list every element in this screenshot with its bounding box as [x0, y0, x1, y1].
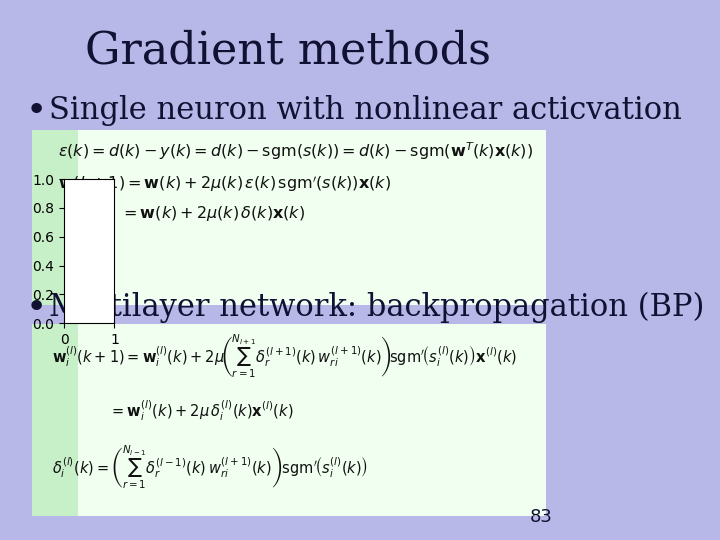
FancyBboxPatch shape	[32, 324, 78, 516]
Text: Single neuron with nonlinear acticvation: Single neuron with nonlinear acticvation	[49, 95, 682, 126]
Text: $\quad\quad\quad\quad = \mathbf{w}_i^{(l)}(k) + 2\mu\,\delta_i^{(l)}(k)\mathbf{x: $\quad\quad\quad\quad = \mathbf{w}_i^{(l…	[52, 398, 293, 423]
Text: •: •	[26, 291, 47, 325]
Text: Gradient methods: Gradient methods	[84, 30, 490, 73]
Text: $\delta_i^{(l)}(k) = \left(\sum_{r=1}^{N_{l-1}} \delta_r^{(l-1)}(k)\,w_{ri}^{(l+: $\delta_i^{(l)}(k) = \left(\sum_{r=1}^{N…	[52, 443, 368, 491]
FancyBboxPatch shape	[32, 324, 546, 516]
Text: $\mathbf{w}(k+1) = \mathbf{w}(k) + 2\mu(k)\,\varepsilon(k)\,\mathrm{sgm}'(s(k))\: $\mathbf{w}(k+1) = \mathbf{w}(k) + 2\mu(…	[58, 173, 390, 194]
Text: $\varepsilon(k) = d(k) - y(k) = d(k) - \mathrm{sgm}(s(k)) = d(k) - \mathrm{sgm}(: $\varepsilon(k) = d(k) - y(k) = d(k) - \…	[58, 140, 533, 162]
Text: Multilayer network: backpropagation (BP): Multilayer network: backpropagation (BP)	[49, 292, 704, 323]
Text: •: •	[26, 94, 47, 127]
Text: $\quad\quad\quad\quad = \mathbf{w}(k) + 2\mu(k)\,\delta(k)\mathbf{x}(k)$: $\quad\quad\quad\quad = \mathbf{w}(k) + …	[58, 204, 305, 223]
FancyBboxPatch shape	[32, 130, 78, 305]
Text: 83: 83	[529, 509, 552, 526]
FancyBboxPatch shape	[32, 130, 546, 305]
Text: $\mathbf{w}_i^{(l)}(k+1) = \mathbf{w}_i^{(l)}(k) + 2\mu\!\left(\sum_{r=1}^{N_{l+: $\mathbf{w}_i^{(l)}(k+1) = \mathbf{w}_i^…	[52, 333, 517, 380]
